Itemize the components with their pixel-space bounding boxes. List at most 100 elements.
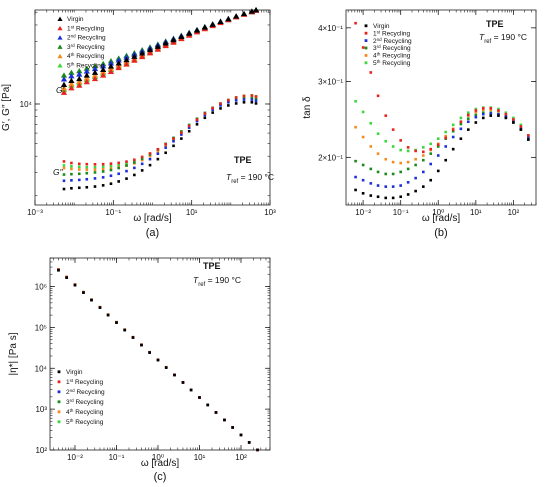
data-point <box>254 99 258 102</box>
data-point <box>77 165 81 169</box>
data-point <box>422 146 425 149</box>
legend-label: 3rd Recycling <box>66 398 104 407</box>
data-point <box>133 159 136 163</box>
data-point <box>164 143 167 146</box>
data-point <box>361 163 365 167</box>
data-point <box>451 147 455 151</box>
x-tick-label: 10³ <box>264 208 276 217</box>
legend-marker <box>364 24 368 28</box>
data-point <box>242 98 246 101</box>
data-point <box>376 132 380 135</box>
legend-marker <box>364 39 368 42</box>
data-point <box>115 57 122 63</box>
data-point <box>70 167 73 171</box>
legend-marker <box>364 61 368 65</box>
data-point <box>60 76 68 82</box>
data-point <box>369 145 373 148</box>
data-point <box>376 152 380 155</box>
data-point <box>211 111 214 114</box>
data-point <box>527 138 530 141</box>
data-point <box>444 134 448 138</box>
data-point <box>156 157 160 161</box>
data-point <box>187 126 191 129</box>
annotation: Tref = 190 °C <box>193 275 241 288</box>
data-point <box>489 108 493 112</box>
data-point <box>140 155 144 159</box>
data-point <box>459 122 463 126</box>
data-point <box>474 113 478 117</box>
data-point <box>91 75 99 82</box>
panel-label: (b) <box>434 227 447 239</box>
data-point <box>172 139 175 143</box>
data-point <box>131 53 138 59</box>
data-point <box>101 165 105 169</box>
data-point <box>109 182 113 186</box>
data-point <box>148 351 151 354</box>
data-point <box>429 178 433 182</box>
legend-marker <box>57 44 63 49</box>
data-point <box>68 85 75 91</box>
data-point <box>93 168 97 171</box>
annotation: Tref = 190 °C <box>479 32 527 45</box>
data-point <box>391 145 395 148</box>
data-point <box>107 68 115 74</box>
data-point <box>444 130 448 134</box>
data-point <box>451 129 455 133</box>
data-point <box>146 46 154 53</box>
data-point <box>429 142 433 146</box>
data-point <box>354 175 357 179</box>
data-point <box>211 108 214 111</box>
data-point <box>189 388 193 392</box>
data-point <box>240 10 248 17</box>
panel-b: 10⁻² 10⁻¹ 10⁰ 10¹ 10² 2×10⁻¹ 3×10⁻¹ 4×10⁻¹ ω [ra… <box>302 9 537 239</box>
legend-label: 1st Recycling <box>67 24 105 33</box>
data-point <box>497 107 500 111</box>
data-point <box>211 106 214 110</box>
data-point <box>242 101 246 104</box>
data-point <box>107 60 115 66</box>
data-point <box>101 176 105 179</box>
data-point <box>203 113 207 117</box>
data-point <box>227 101 230 104</box>
y-axis-title: |η*| [Pa s] <box>8 332 19 375</box>
data-point <box>117 166 120 170</box>
legend-label: Virgin <box>66 369 83 376</box>
data-point <box>133 161 136 164</box>
data-point <box>466 117 470 120</box>
data-point <box>107 63 115 69</box>
y-tick-label: 10⁴ <box>35 364 48 373</box>
data-point <box>451 123 455 127</box>
data-point <box>203 112 207 115</box>
data-point <box>354 99 357 103</box>
data-point <box>148 157 152 161</box>
data-point <box>140 162 144 166</box>
data-point <box>384 185 388 188</box>
data-point <box>414 189 417 193</box>
data-point <box>384 157 388 161</box>
data-point <box>109 167 113 170</box>
legend-marker <box>57 35 63 40</box>
legend-label: 1st Recycling <box>373 29 411 38</box>
data-point <box>117 172 120 176</box>
data-point <box>125 177 128 180</box>
data-point <box>62 164 66 167</box>
data-point <box>481 111 485 114</box>
data-point <box>391 160 395 164</box>
data-point <box>384 139 388 143</box>
annotation: Tref = 190 °C <box>226 172 274 185</box>
data-point <box>497 109 500 112</box>
data-point <box>466 111 470 114</box>
data-point <box>85 171 89 175</box>
panel-label: (c) <box>154 471 167 483</box>
data-point <box>70 172 73 176</box>
data-point <box>62 187 66 191</box>
data-point <box>68 80 75 87</box>
data-point <box>436 154 440 157</box>
data-point <box>369 71 373 74</box>
annotation: G″ <box>53 167 64 177</box>
data-point <box>406 167 410 171</box>
data-point <box>57 269 60 272</box>
y-tick-label: 10² <box>35 446 47 455</box>
